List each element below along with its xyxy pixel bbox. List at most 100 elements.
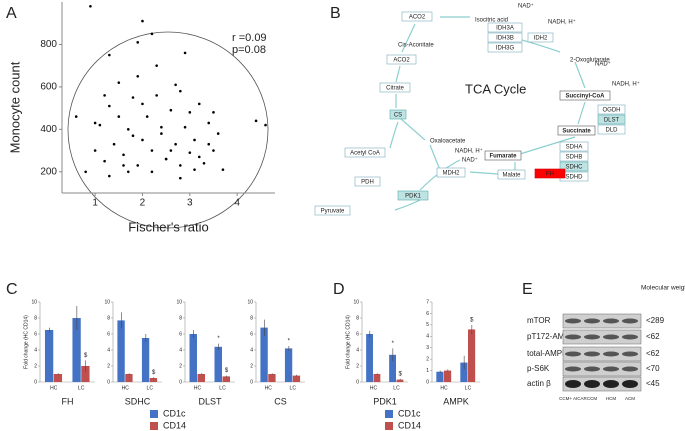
y-tick-label: 200 bbox=[40, 166, 57, 177]
node-label: MDH2 bbox=[442, 170, 460, 176]
band bbox=[584, 351, 600, 357]
point bbox=[89, 4, 92, 8]
band bbox=[603, 351, 619, 357]
y-tick-label: 5 bbox=[426, 322, 429, 328]
node-label: IDH3G bbox=[496, 45, 515, 51]
band bbox=[565, 334, 581, 340]
point bbox=[183, 51, 187, 55]
band bbox=[622, 366, 638, 372]
node-label: SDHC bbox=[565, 164, 583, 170]
bar bbox=[460, 362, 468, 382]
x-tick-label: LC bbox=[465, 385, 472, 391]
y-tick-label: 2 bbox=[426, 356, 429, 362]
legend-swatch bbox=[385, 422, 393, 430]
bar bbox=[53, 374, 63, 382]
lane-label: CCM bbox=[587, 396, 597, 401]
y-axis-label: Fold change (HC CD14) bbox=[23, 315, 29, 369]
node-box bbox=[314, 205, 351, 216]
x-tick-label: 2 bbox=[140, 198, 146, 209]
panel-label: E bbox=[522, 281, 533, 298]
bar bbox=[260, 327, 268, 382]
blot-label: actin β bbox=[527, 379, 551, 388]
point bbox=[150, 170, 154, 174]
y-tick-label: 6 bbox=[107, 331, 110, 337]
y-tick-label: 8 bbox=[34, 315, 37, 321]
cofactor: NADH, H⁺ bbox=[548, 19, 576, 26]
legend-label: CD1c bbox=[398, 408, 421, 418]
point bbox=[126, 170, 130, 174]
node-box bbox=[559, 141, 589, 152]
node-label: SDHB bbox=[566, 154, 583, 160]
x-tick-label: HC bbox=[265, 385, 273, 391]
y-tick-label: 2 bbox=[107, 363, 110, 369]
point bbox=[264, 123, 267, 127]
point bbox=[136, 164, 140, 167]
x-tick-label: LC bbox=[219, 385, 226, 391]
node-box bbox=[559, 161, 589, 172]
point bbox=[84, 170, 87, 174]
point bbox=[207, 142, 211, 146]
point bbox=[169, 149, 173, 152]
blot-strip bbox=[562, 376, 642, 392]
node-label: SDHD bbox=[565, 174, 583, 180]
y-tick-label: 6 bbox=[426, 311, 429, 317]
panel-label: D bbox=[333, 281, 345, 298]
point bbox=[74, 115, 78, 118]
point bbox=[103, 159, 106, 163]
blot-label: p-S6K bbox=[527, 364, 550, 373]
point bbox=[108, 53, 111, 57]
node-label: PDH bbox=[361, 179, 374, 185]
node-label: Fumarate bbox=[489, 153, 517, 159]
point bbox=[103, 94, 106, 97]
bar bbox=[81, 366, 90, 382]
y-tick-label: 600 bbox=[40, 82, 57, 93]
point bbox=[122, 153, 125, 157]
x-tick-label: HC bbox=[440, 385, 448, 391]
point bbox=[155, 64, 158, 67]
bar bbox=[141, 338, 150, 382]
point bbox=[254, 119, 258, 123]
y-tick-label: 4 bbox=[107, 347, 110, 353]
blot-label: total-AMPKα bbox=[527, 349, 572, 358]
bar bbox=[468, 329, 476, 382]
node-label: Isocitric acid bbox=[475, 17, 508, 23]
blot-weight: <289 bbox=[646, 316, 665, 325]
marker: $ bbox=[225, 368, 229, 374]
blot-strip bbox=[562, 329, 642, 345]
legend-swatch bbox=[150, 422, 158, 430]
point bbox=[197, 155, 201, 159]
node-box bbox=[597, 124, 626, 135]
band bbox=[584, 334, 600, 340]
node-label: IDH3A bbox=[496, 25, 514, 31]
bar bbox=[366, 334, 373, 382]
legend-swatch bbox=[385, 410, 393, 418]
point bbox=[141, 19, 144, 23]
bar bbox=[125, 374, 133, 382]
lane-label: ACM bbox=[625, 396, 635, 401]
y-tick-label: 8 bbox=[179, 315, 182, 321]
bar bbox=[197, 374, 205, 382]
point bbox=[197, 102, 201, 106]
y-tick-label: 6 bbox=[34, 331, 37, 337]
marker: $ bbox=[470, 317, 474, 323]
y-tick-label: 2 bbox=[356, 363, 359, 369]
node-label: Succinate bbox=[562, 128, 591, 134]
point bbox=[117, 115, 121, 118]
node-box bbox=[397, 190, 429, 201]
band bbox=[584, 380, 600, 388]
node-box bbox=[497, 169, 526, 180]
node-label: DLD bbox=[605, 127, 618, 133]
point bbox=[108, 104, 111, 108]
blot-strip bbox=[562, 361, 642, 377]
node-label: PDK1 bbox=[405, 193, 421, 199]
node-box bbox=[487, 22, 523, 33]
blot-label: mTOR bbox=[527, 316, 551, 325]
x-tick-label: LC bbox=[147, 385, 154, 391]
cofactor: NAD⁺ bbox=[595, 61, 611, 68]
y-tick-label: 10 bbox=[31, 299, 37, 305]
y-axis-label: Fold change (HC CD14) bbox=[345, 315, 351, 369]
point bbox=[136, 74, 140, 78]
node-box bbox=[354, 176, 381, 187]
point bbox=[150, 32, 154, 36]
y-tick-label: 7 bbox=[426, 299, 429, 305]
